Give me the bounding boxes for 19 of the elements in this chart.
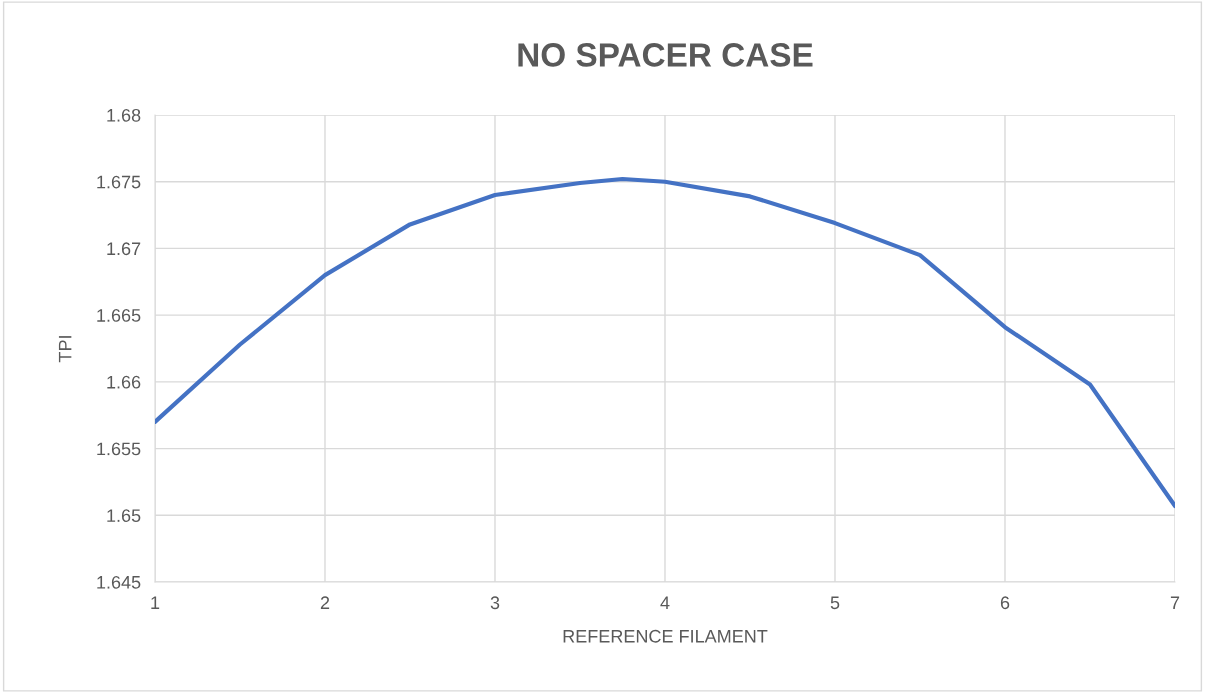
y-tick-label: 1.68 [107, 108, 141, 122]
y-tick-label: 1.645 [97, 575, 141, 589]
y-tick-label: 1.675 [97, 175, 141, 189]
y-tick-label: 1.65 [107, 509, 141, 523]
x-tick-label: 4 [660, 596, 670, 609]
x-tick-label: 5 [830, 596, 840, 610]
x-tick-label: 6 [1000, 596, 1010, 610]
line-series [155, 176, 1175, 509]
y-tick-label: 1.665 [97, 309, 141, 322]
x-tick-label: 2 [320, 596, 330, 609]
y-tick-label: 1.67 [107, 242, 141, 256]
x-tick-label: 7 [1170, 596, 1180, 609]
y-tick-label: 1.655 [97, 442, 141, 456]
x-axis-title: REFERENCE FILAMENT [563, 629, 768, 643]
chart-title: NO SPACER CASE [518, 43, 813, 67]
y-axis-title: TPI [58, 336, 72, 363]
x-tick-label: 3 [490, 596, 500, 610]
x-tick-label: 1 [151, 596, 160, 609]
y-tick-label: 1.66 [107, 375, 141, 389]
